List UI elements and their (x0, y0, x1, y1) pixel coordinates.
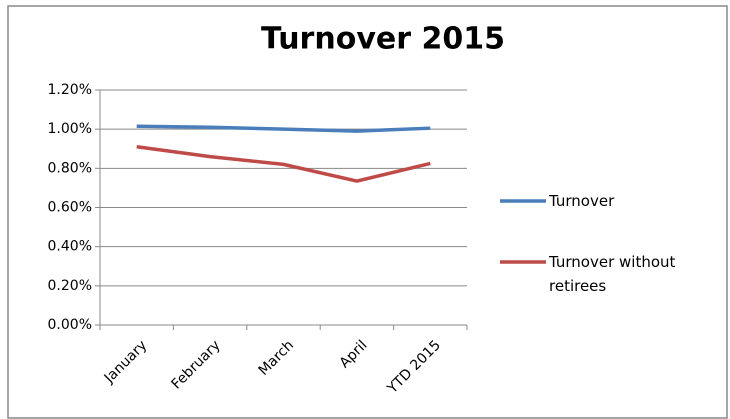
series-line (136, 145, 431, 183)
y-tick-label: 0.60% (48, 200, 92, 216)
y-tick-label: 1.20% (48, 82, 92, 98)
legend-label: Turnover (549, 192, 615, 210)
legend-entry: Turnover without retirees (549, 253, 676, 295)
y-tick-label: 0.20% (48, 278, 92, 294)
y-tick-label: 1.00% (48, 121, 92, 137)
chart-border (7, 5, 728, 419)
y-tick-label: 0.00% (48, 317, 92, 333)
legend-label: Turnover without retirees (549, 253, 676, 295)
series-line (136, 124, 431, 133)
chart-title: Turnover 2015 (261, 22, 505, 57)
y-tick-label: 0.80% (48, 160, 92, 176)
legend-entry: Turnover (549, 192, 615, 210)
y-tick-label: 0.40% (48, 239, 92, 255)
